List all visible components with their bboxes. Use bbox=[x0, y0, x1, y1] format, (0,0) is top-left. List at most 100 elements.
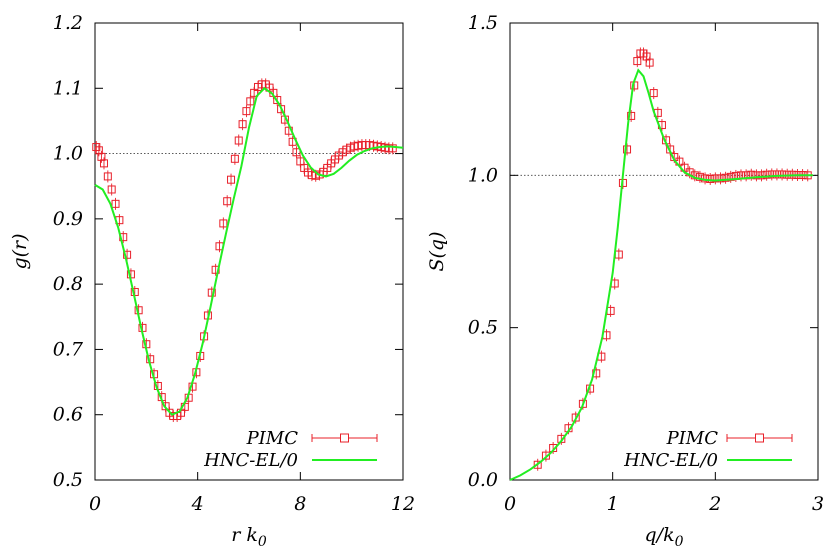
x-tick-label: 12 bbox=[391, 493, 415, 515]
y-tick-label: 0.9 bbox=[53, 208, 83, 230]
data-point-pimc bbox=[752, 169, 761, 182]
x-axis-label: q/k0 bbox=[645, 524, 684, 550]
data-point-pimc bbox=[227, 173, 236, 186]
marker-square bbox=[762, 170, 771, 179]
data-point-pimc bbox=[246, 95, 255, 108]
marker-square bbox=[711, 174, 720, 183]
legend-label: PIMC bbox=[246, 428, 299, 449]
marker-square bbox=[107, 185, 116, 194]
marker-square bbox=[246, 97, 255, 106]
marker-square bbox=[772, 170, 781, 179]
marker-square bbox=[645, 58, 654, 67]
marker-square bbox=[778, 170, 787, 179]
data-point-pimc bbox=[706, 172, 715, 185]
data-point-pimc bbox=[123, 248, 132, 261]
marker-square bbox=[103, 172, 112, 181]
data-point-pimc bbox=[649, 87, 658, 100]
data-point-pimc bbox=[757, 169, 766, 182]
panel-g-of-r: 0.5 0.6 0.7 0.8 0.9 1.0 1.1 1.2 0 4 8 12 r k0 g(r) PIM… bbox=[9, 12, 415, 550]
x-tick-label: 8 bbox=[294, 493, 306, 515]
marker-square bbox=[623, 145, 632, 154]
data-point-pimc bbox=[103, 170, 112, 183]
data-point-pimc bbox=[388, 142, 397, 155]
y-tick-label: 1.5 bbox=[468, 12, 498, 34]
marker-square bbox=[767, 170, 776, 179]
data-point-pimc bbox=[778, 168, 787, 181]
marker-square bbox=[716, 174, 725, 183]
data-point-pimc bbox=[111, 197, 120, 210]
y-tick-label: 1.1 bbox=[53, 77, 83, 99]
x-tick-label: 1 bbox=[607, 493, 619, 515]
x-tick-label: 0 bbox=[504, 493, 516, 515]
marker-square bbox=[123, 250, 132, 259]
data-point-pimc bbox=[238, 118, 247, 131]
series-line-hnc bbox=[509, 68, 813, 481]
data-point-pimc bbox=[614, 248, 623, 261]
x-tick-label: 0 bbox=[89, 493, 101, 515]
marker-square bbox=[242, 107, 251, 116]
marker-square bbox=[273, 96, 282, 105]
marker-square bbox=[752, 171, 761, 180]
data-point-pimc bbox=[695, 170, 704, 183]
data-point-pimc bbox=[234, 134, 243, 147]
data-point-pimc bbox=[645, 56, 654, 69]
x-tick-label: 2 bbox=[708, 493, 721, 515]
marker-square bbox=[230, 154, 239, 163]
marker-square bbox=[649, 89, 658, 98]
marker-square bbox=[223, 197, 232, 206]
marker-square bbox=[219, 219, 228, 228]
data-point-pimc bbox=[767, 168, 776, 181]
y-tick-label: 1.0 bbox=[468, 164, 498, 186]
data-point-pimc bbox=[219, 217, 228, 230]
data-point-pimc bbox=[230, 152, 239, 165]
data-point-pimc bbox=[99, 157, 108, 170]
data-point-pimc bbox=[711, 172, 720, 185]
marker-square bbox=[706, 174, 715, 183]
marker-square bbox=[627, 111, 636, 120]
marker-square bbox=[757, 171, 766, 180]
y-tick-label: 0.8 bbox=[53, 273, 83, 295]
data-point-pimc bbox=[772, 168, 781, 181]
data-point-pimc bbox=[242, 105, 251, 118]
marker-square bbox=[227, 175, 236, 184]
plot-frame bbox=[509, 22, 819, 481]
marker-square bbox=[292, 148, 301, 157]
x-tick-label: 4 bbox=[191, 493, 204, 515]
marker-square bbox=[238, 120, 247, 129]
y-tick-label: 0.0 bbox=[468, 469, 498, 491]
data-point-pimc bbox=[223, 195, 232, 208]
y-tick-label: 0.7 bbox=[53, 338, 84, 360]
data-point-pimc bbox=[716, 172, 725, 185]
y-tick-label: 1.2 bbox=[53, 12, 83, 34]
data-point-pimc bbox=[107, 183, 116, 196]
x-axis-label-subscript: 0 bbox=[258, 534, 267, 550]
series-line-hnc bbox=[94, 87, 404, 416]
y-axis-label: S(q) bbox=[426, 231, 448, 271]
marker-square bbox=[111, 199, 120, 208]
data-point-pimc bbox=[627, 109, 636, 122]
marker-square bbox=[99, 159, 108, 168]
marker-square bbox=[234, 136, 243, 145]
data-point-pimc bbox=[721, 171, 730, 184]
marker-square bbox=[633, 57, 642, 66]
y-axis-label: g(r) bbox=[9, 233, 31, 269]
x-axis-label: r k0 bbox=[231, 524, 267, 550]
plot-frame bbox=[94, 22, 404, 481]
x-axis-label-subscript: 0 bbox=[675, 534, 684, 550]
legend-marker-square bbox=[340, 433, 349, 443]
y-tick-label: 0.5 bbox=[53, 469, 83, 491]
y-tick-label: 0.6 bbox=[53, 404, 83, 426]
legend-label: HNC-EL/0 bbox=[203, 450, 298, 471]
legend-label: HNC-EL/0 bbox=[623, 450, 718, 471]
y-tick-label: 0.5 bbox=[468, 317, 498, 339]
y-tick-label: 1.0 bbox=[53, 143, 83, 165]
legend-marker-square bbox=[755, 433, 764, 443]
data-point-pimc bbox=[623, 143, 632, 156]
marker-square bbox=[695, 172, 704, 181]
data-point-pimc bbox=[541, 449, 550, 462]
data-point-pimc bbox=[292, 146, 301, 159]
marker-square bbox=[533, 460, 542, 469]
x-tick-label: 3 bbox=[812, 493, 824, 515]
